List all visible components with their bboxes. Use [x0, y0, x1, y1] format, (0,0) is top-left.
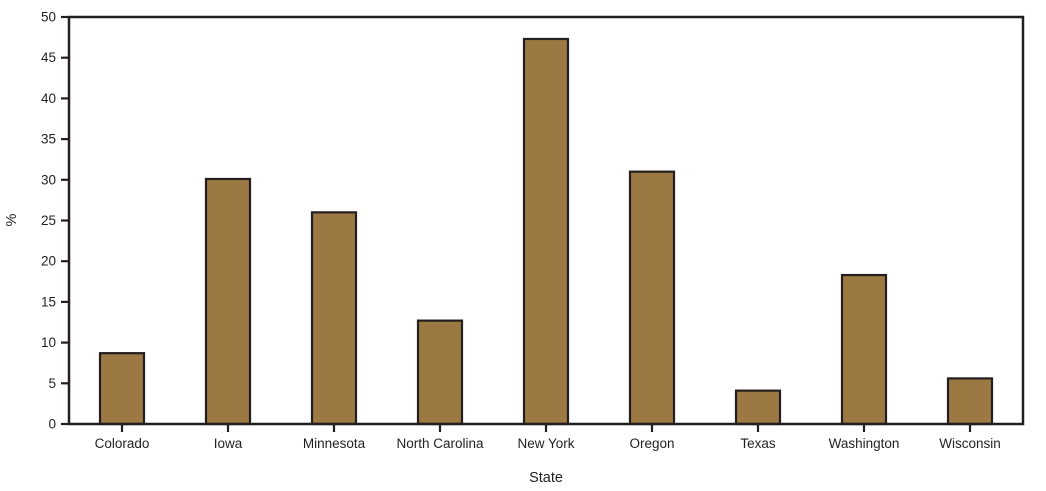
bar-washington: [840, 273, 888, 426]
x-axis-category-label: Wisconsin: [939, 436, 1001, 451]
y-axis-tick-label: 5: [48, 376, 56, 391]
y-axis-tick-label: 35: [41, 132, 56, 147]
y-axis-tick-label: 25: [41, 213, 56, 228]
x-axis-category-label: New York: [517, 436, 574, 451]
y-axis-tick-label: 50: [41, 10, 56, 25]
y-axis-tick-label: 45: [41, 50, 56, 65]
bar-oregon: [628, 170, 676, 426]
x-axis-title: State: [529, 470, 563, 486]
bar-iowa: [204, 177, 252, 426]
y-axis-tick-label: 40: [41, 91, 56, 106]
x-axis-category-label: Colorado: [95, 436, 150, 451]
plot-frame: [67, 15, 1025, 426]
bar-texas: [734, 389, 782, 426]
x-axis-category-label: Oregon: [629, 436, 674, 451]
x-axis-category-label: Texas: [740, 436, 776, 451]
x-axis-category-label: North Carolina: [396, 436, 484, 451]
bar-minnesota: [310, 211, 358, 426]
y-axis-title: %: [4, 213, 20, 226]
y-axis-tick-label: 30: [41, 172, 56, 187]
x-axis-category-label: Washington: [829, 436, 900, 451]
y-axis-tick-label: 0: [48, 417, 56, 432]
bar-north-carolina: [416, 319, 464, 426]
bar-new-york: [522, 37, 570, 426]
x-axis-category-label: Minnesota: [303, 436, 366, 451]
bar-colorado: [98, 352, 146, 426]
bar-wisconsin: [946, 377, 994, 426]
x-axis-category-label: Iowa: [214, 436, 243, 451]
y-axis-tick-label: 10: [41, 335, 56, 350]
y-axis-tick-label: 15: [41, 294, 56, 309]
y-axis-tick-label: 20: [41, 254, 56, 269]
